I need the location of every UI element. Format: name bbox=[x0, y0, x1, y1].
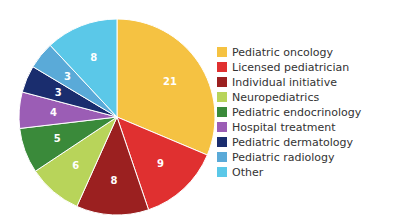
html-text:Licensed pediatrician: Licensed pediatrician bbox=[232, 60, 350, 74]
html-text:Pediatric dermatology: Pediatric dermatology bbox=[232, 135, 354, 149]
svg-text:21: 21 bbox=[163, 76, 177, 87]
html-text:Neuropediatrics: Neuropediatrics bbox=[232, 90, 320, 104]
html-text:Other: Other bbox=[232, 165, 264, 179]
html-text:Pediatric endocrinology: Pediatric endocrinology bbox=[232, 105, 362, 119]
svg-text:9: 9 bbox=[157, 158, 164, 169]
svg-text:8: 8 bbox=[111, 175, 118, 186]
html-text:Individual initiative: Individual initiative bbox=[232, 75, 337, 89]
html-text:Pediatric radiology: Pediatric radiology bbox=[232, 150, 335, 164]
svg-text:6: 6 bbox=[72, 160, 79, 171]
svg-text:3: 3 bbox=[55, 87, 62, 98]
svg-text:3: 3 bbox=[64, 71, 71, 82]
html-text:Pediatric oncology: Pediatric oncology bbox=[232, 45, 333, 59]
html-text:Hospital treatment: Hospital treatment bbox=[232, 120, 336, 134]
svg-text:5: 5 bbox=[54, 133, 61, 144]
svg-text:4: 4 bbox=[50, 107, 57, 118]
svg-text:8: 8 bbox=[90, 52, 97, 63]
